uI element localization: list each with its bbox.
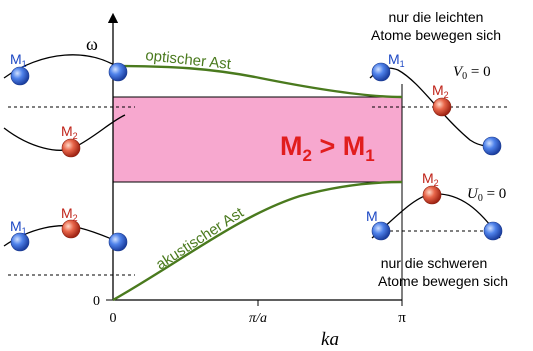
caption-top-line2: Atome bewegen sich xyxy=(371,27,501,43)
atom-m1-right-top xyxy=(371,62,391,82)
label-m1-left-bottom: M1 xyxy=(10,218,27,236)
atom-m1-left-top-2 xyxy=(108,62,128,82)
x-tick-label-0: 0 xyxy=(110,311,117,326)
label-m1-right-top: M1 xyxy=(388,51,405,69)
label-m1-right-bottom: M xyxy=(366,208,378,224)
y-axis-label: ω xyxy=(86,34,98,54)
band-gap-region xyxy=(112,96,403,183)
y-zero-label: 0 xyxy=(93,294,100,309)
atom-m2-right-top xyxy=(432,97,452,117)
atom-m2-right-bottom xyxy=(422,185,442,205)
atom-m1-left-top xyxy=(10,66,30,86)
label-m1-left-top: M1 xyxy=(10,51,27,69)
atom-m2-left-bottom xyxy=(61,219,81,239)
x-axis-label: ka xyxy=(321,329,339,350)
atom-m1-right-top-2 xyxy=(482,136,502,156)
atom-m1-right-bottom xyxy=(371,221,391,241)
atom-m1-left-bottom-2 xyxy=(108,232,128,252)
x-tick-label-pi-a: π/a xyxy=(249,311,267,326)
label-m2-left-bottom: M2 xyxy=(61,205,78,223)
v0-equation: V0 = 0 xyxy=(453,64,491,82)
caption-top-line1: nur die leichten xyxy=(389,9,484,25)
acoustic-branch-curve xyxy=(112,180,403,302)
caption-bottom-line1: nur die schweren xyxy=(381,255,488,271)
gap-label: M2 > M1 xyxy=(280,131,375,165)
u0-equation: U0 = 0 xyxy=(467,186,506,204)
label-m2-left-mid: M2 xyxy=(61,123,78,141)
optical-branch-curve xyxy=(112,64,403,99)
acoustic-branch-label: akustischer Ast xyxy=(153,204,248,274)
x-tick-label-pi: π xyxy=(398,310,406,326)
caption-bottom-line2: Atome bewegen sich xyxy=(378,273,508,289)
atom-m1-right-bottom-2 xyxy=(483,221,503,241)
atom-m2-left-mid xyxy=(61,138,81,158)
label-m2-right-bottom: M2 xyxy=(422,170,439,188)
atom-m1-left-bottom xyxy=(10,232,30,252)
label-m2-right-top: M2 xyxy=(432,82,449,100)
